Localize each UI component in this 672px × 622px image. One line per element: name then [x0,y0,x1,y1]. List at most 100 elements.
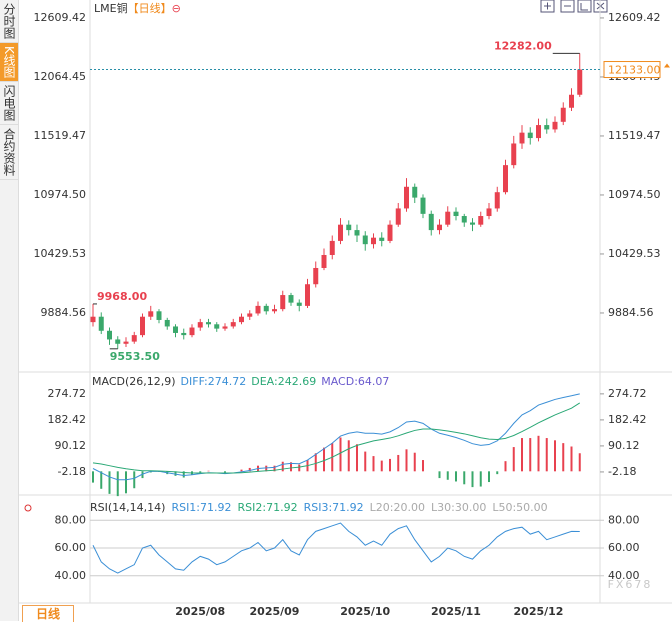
candle-body [511,143,517,166]
macd-bar [141,471,144,479]
candle-body [338,224,343,241]
macd-bar [199,471,202,473]
candle-body [577,69,583,95]
candle-body [461,216,467,223]
sidebar-tab[interactable]: 分时图 [0,0,18,43]
candle-body [206,322,211,325]
macd-bar [578,453,581,472]
candle-body [404,186,409,209]
legend: RSI(14,14,14) RSI1:71.92 RSI2:71.92 RSI3:71… [90,501,548,514]
macd-bar [314,453,317,472]
x-tick-label: 2025/10 [340,605,390,618]
candle-body [164,319,170,327]
legend-entry: DEA:242.69 [251,375,316,388]
candle-body [527,132,533,139]
candle-body [486,208,492,217]
candle-body [329,240,335,255]
macd-bar [380,460,383,472]
candle-body [395,208,401,225]
y-tick-label: 60.00 [55,541,87,554]
y-tick-label: 80.00 [608,513,640,526]
sidebar: 分时图 K线图 闪电图 合约资料 [0,0,19,621]
icon[interactable] [540,0,555,13]
candle-body [296,302,302,306]
legend-entry: DIFF:274.72 [181,375,247,388]
macd-bar [479,471,482,487]
candle-body [494,192,500,209]
candle-body [544,125,550,130]
candle-body [107,330,112,340]
macd-bar [149,471,152,473]
last-price-label: 12133.00 [608,64,661,77]
y-tick-label: 182.42 [48,413,87,426]
macd-bar [389,458,391,472]
candle-body [222,326,228,329]
frame [18,0,672,604]
candle-body [362,235,368,245]
macd-bar [339,437,342,472]
watermark: FX678 [608,578,653,591]
last-price-arrow [664,63,670,68]
y-tick-label: 90.12 [55,439,87,452]
macd-bar [273,465,276,472]
candle-body [371,237,376,245]
legend-entry: L50:50.00 [492,501,547,514]
toolbar-icons [540,0,608,13]
legend-entry: L20:20.00 [370,501,425,514]
macd-bar [562,443,565,472]
macd-line [92,402,581,474]
macd-bar [446,471,449,480]
high-label: 12282.00 [494,39,552,52]
candle-body [239,316,244,323]
y-tick-label: 274.72 [48,387,87,400]
icon[interactable] [577,0,592,13]
y-tick-label: 11519.47 [34,129,87,142]
candle-body [453,211,459,217]
x-tick-label: 2025/08 [175,605,225,618]
macd-bar [413,452,416,472]
sidebar-tab[interactable]: 合约资料 [0,125,18,180]
candle-body [412,186,418,198]
macd-bar [92,471,94,483]
sidebar-tab[interactable]: 闪电图 [0,82,18,125]
macd-bar [422,460,424,472]
icon[interactable] [560,0,575,13]
y-tick-label: 60.00 [608,541,640,554]
legend-entry: RSI1:71.92 [171,501,231,514]
candle-body [263,305,269,312]
x-tick-label: 2025/11 [431,605,481,618]
x-tick-label: 2025/12 [514,605,564,618]
candle-body [503,165,508,193]
period-button[interactable]: 日线 [22,605,74,622]
last-price-box [603,61,661,79]
y-tick-label: 10974.50 [34,188,87,201]
y-tick-label: 10974.50 [608,188,661,201]
y-tick-label: 10429.53 [34,247,87,260]
macd-bar [248,467,251,472]
candle-body [354,230,360,236]
legend-entry: L30:30.00 [431,501,486,514]
macd-bar [323,447,325,472]
candle-body [255,305,261,314]
candle-body [197,322,203,328]
macd-bar [133,471,136,489]
candle-body [189,327,195,336]
macd-bar [281,461,284,472]
candle-body [230,322,236,327]
candle-body [445,211,451,225]
candle-body [156,311,162,320]
legend-entry: RSI(14,14,14) [90,501,165,514]
sidebar-tab[interactable]: K线图 [0,43,18,82]
macd-bar [455,471,457,482]
candle-body [214,324,220,329]
low-label: 9553.50 [110,350,160,363]
macd-bar [356,444,358,472]
candle-body [387,224,393,241]
candle-body [478,216,484,225]
settings-icon[interactable] [24,504,32,512]
candle-body [98,316,104,331]
macd-bar [372,456,375,472]
candle-body [90,316,96,323]
macd-bar [108,471,111,494]
